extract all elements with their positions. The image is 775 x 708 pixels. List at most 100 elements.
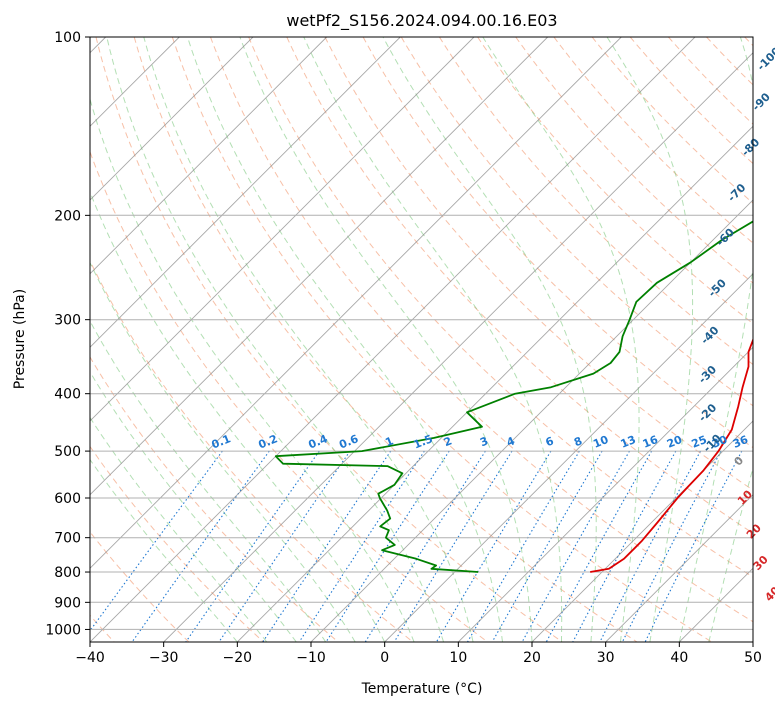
x-tick-label: 10 (449, 650, 467, 666)
moist-adiabat (678, 37, 753, 642)
x-tick-label: −10 (296, 650, 326, 666)
mixing-ratio-label: 3 (478, 434, 490, 449)
x-axis-title: Temperature (°C) (361, 681, 483, 697)
chart-title: wetPf2_S156.2024.094.00.16.E03 (286, 11, 557, 31)
isotherm-line (752, 641, 753, 642)
y-tick-label: 500 (54, 444, 81, 460)
x-tick-label: −40 (75, 650, 105, 666)
mixing-ratio-line (131, 450, 270, 642)
mixing-ratio-line (621, 450, 722, 642)
dry-adiabat (210, 37, 753, 623)
y-axis: 100 200 300 400 500 600 700 800 900 1000 (45, 30, 90, 638)
isotherm-label: -40 (698, 324, 721, 347)
dry-adiabat (90, 531, 190, 642)
isotherm-label: -30 (696, 363, 719, 386)
wet-bulb-label: 10 (735, 487, 755, 507)
mixing-ratio-label: 1 (383, 434, 395, 449)
dry-adiabat (90, 259, 414, 642)
moist-adiabat (90, 190, 386, 642)
isotherm-line (90, 37, 401, 348)
isotherm-line (90, 37, 254, 201)
dry-adiabat (286, 37, 753, 534)
dry-adiabat (553, 37, 753, 244)
dry-adiabat (90, 356, 339, 642)
mixing-ratio-label: 16 (641, 433, 660, 451)
mixing-ratio-line (467, 450, 580, 642)
dry-adiabat (133, 37, 638, 642)
isotherm-line (90, 37, 328, 275)
temperature-line (590, 337, 753, 573)
mixing-ratio-line (262, 450, 392, 642)
series-layer (274, 220, 753, 573)
moist-adiabat (303, 37, 563, 642)
x-tick-label: 20 (523, 650, 541, 666)
x-tick-label: 50 (744, 650, 762, 666)
dry-adiabat (90, 445, 264, 642)
dry-adiabat (248, 37, 753, 578)
isotherm-line (90, 37, 475, 422)
mixing-ratio-line (90, 450, 223, 632)
mixing-ratio-line (364, 450, 486, 642)
isotherm-line (236, 125, 753, 642)
x-tick-label: −20 (223, 650, 253, 666)
x-tick-label: 40 (670, 650, 688, 666)
moist-adiabat (482, 37, 640, 642)
wet-bulb-label: 20 (744, 521, 764, 541)
mixing-ratio-label: 2 (442, 434, 454, 449)
mixing-ratio-line (325, 450, 450, 642)
y-tick-label: 800 (54, 565, 81, 581)
moist-adiabat (708, 465, 753, 642)
moist-adiabat (143, 37, 474, 642)
isotherm-line (531, 420, 753, 642)
y-tick-label: 200 (54, 208, 81, 224)
dry-adiabat (438, 37, 753, 366)
isotherm-line (90, 37, 696, 642)
mixing-ratio-label: 25 (690, 433, 709, 451)
y-tick-label: 300 (54, 313, 81, 329)
plot-frame (89, 36, 754, 643)
moist-adiabat (90, 320, 327, 642)
wet-bulb-label: 40 (762, 584, 775, 604)
isotherm-label: -80 (739, 135, 762, 158)
dry-adiabat (706, 37, 753, 86)
mixing-ratio-label: 20 (665, 433, 684, 451)
dry-adiabat (95, 37, 563, 642)
isotherm-line (310, 199, 753, 642)
dry-adiabat (744, 37, 753, 47)
moist-adiabat (606, 37, 694, 642)
dry-adiabat (591, 37, 753, 204)
moist-adiabat (106, 37, 445, 642)
mixing-ratio-label: 13 (619, 433, 638, 451)
moist-adiabat (90, 416, 268, 642)
mixing-ratio-label: 6 (544, 434, 556, 449)
mixing-ratio-label: 8 (572, 434, 584, 449)
y-tick-label: 100 (54, 30, 81, 46)
mixing-ratio-label: 0.1 (210, 432, 233, 451)
y-tick-label: 700 (54, 531, 81, 547)
mixing-ratio-line (545, 450, 653, 642)
dry-adiabat (400, 37, 753, 407)
dry-adiabat (668, 37, 753, 125)
gridlines (90, 37, 753, 642)
isotherm-line (605, 494, 753, 642)
moist-adiabat (239, 37, 533, 642)
mixing-ratio-line (218, 450, 351, 642)
mixing-ratio-label: 30 (710, 433, 729, 451)
isotherm-line (163, 52, 753, 642)
isotherm-label: -60 (714, 226, 737, 249)
mixing-ratio-line (644, 450, 743, 642)
dry-adiabat (324, 37, 753, 491)
x-tick-label: 0 (380, 650, 389, 666)
mixing-ratio-line (572, 450, 677, 642)
moist-adiabat (90, 97, 415, 642)
moist-adiabat (382, 37, 597, 642)
x-tick-label: −30 (149, 650, 179, 666)
moist-adiabat (90, 261, 356, 642)
dry-adiabat (90, 150, 488, 642)
moist-adiabat (187, 37, 503, 642)
mixing-ratio-label: 36 (731, 433, 750, 451)
moist-adiabat (90, 458, 238, 642)
isotherm-label: -100 (755, 44, 775, 73)
moist-adiabat (90, 370, 297, 642)
